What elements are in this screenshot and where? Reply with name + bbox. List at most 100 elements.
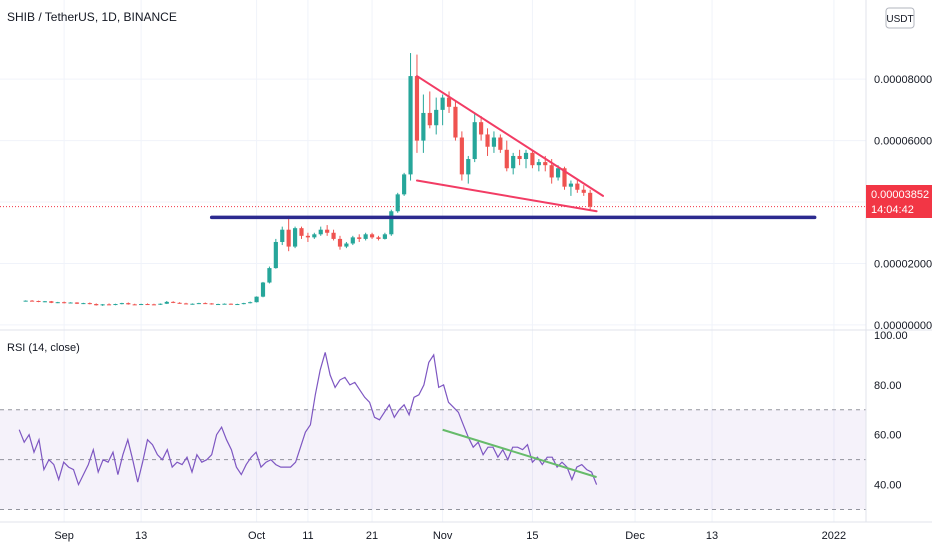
candle[interactable] bbox=[119, 302, 124, 305]
candle[interactable] bbox=[395, 192, 400, 213]
wedge-upper-line[interactable] bbox=[415, 75, 604, 197]
candle[interactable] bbox=[427, 91, 432, 129]
candle[interactable] bbox=[305, 232, 310, 242]
candle[interactable] bbox=[581, 185, 586, 196]
candle-body bbox=[216, 304, 221, 306]
candle[interactable] bbox=[517, 149, 522, 166]
candle[interactable] bbox=[222, 303, 227, 305]
candle[interactable] bbox=[216, 303, 221, 306]
candle[interactable] bbox=[68, 302, 73, 304]
candle[interactable] bbox=[132, 303, 137, 306]
candle[interactable] bbox=[81, 302, 86, 305]
candle[interactable] bbox=[523, 149, 529, 169]
candle[interactable] bbox=[183, 302, 189, 305]
candle[interactable] bbox=[286, 215, 291, 252]
candle[interactable] bbox=[363, 232, 368, 241]
candle[interactable] bbox=[588, 189, 593, 210]
candle[interactable] bbox=[235, 303, 240, 306]
candle[interactable] bbox=[421, 94, 426, 153]
time-tick-label: 21 bbox=[366, 530, 378, 542]
candle[interactable] bbox=[402, 172, 407, 196]
candle[interactable] bbox=[389, 209, 394, 236]
candle[interactable] bbox=[485, 128, 490, 156]
candle[interactable] bbox=[87, 302, 92, 305]
candle[interactable] bbox=[511, 152, 516, 175]
candle[interactable] bbox=[203, 302, 208, 305]
candle[interactable] bbox=[254, 296, 259, 303]
candle[interactable] bbox=[158, 303, 163, 305]
candle[interactable] bbox=[344, 241, 349, 249]
candle[interactable] bbox=[196, 302, 201, 305]
candle[interactable] bbox=[273, 238, 278, 269]
candle[interactable] bbox=[151, 303, 157, 306]
candle[interactable] bbox=[228, 303, 234, 305]
candle[interactable] bbox=[453, 100, 458, 141]
candle[interactable] bbox=[312, 232, 317, 239]
candle[interactable] bbox=[190, 303, 195, 305]
candle[interactable] bbox=[479, 116, 484, 141]
candle[interactable] bbox=[36, 300, 41, 303]
candle[interactable] bbox=[113, 303, 118, 306]
candle[interactable] bbox=[331, 229, 336, 241]
candle[interactable] bbox=[164, 300, 169, 305]
candle[interactable] bbox=[472, 112, 477, 163]
candle[interactable] bbox=[466, 155, 471, 184]
candle[interactable] bbox=[408, 53, 413, 181]
candle[interactable] bbox=[260, 281, 266, 298]
candle[interactable] bbox=[414, 54, 420, 153]
candle[interactable] bbox=[491, 131, 497, 153]
candle[interactable] bbox=[177, 302, 182, 304]
candle[interactable] bbox=[369, 232, 375, 239]
candle[interactable] bbox=[126, 302, 131, 305]
candle[interactable] bbox=[376, 235, 381, 241]
wedge-lower-line[interactable] bbox=[415, 179, 598, 213]
candle[interactable] bbox=[49, 300, 54, 304]
rsi-line[interactable] bbox=[18, 352, 598, 487]
candle[interactable] bbox=[325, 225, 330, 236]
candle[interactable] bbox=[55, 301, 60, 304]
candle[interactable] bbox=[106, 303, 112, 306]
candle[interactable] bbox=[139, 303, 144, 306]
rsi-series[interactable] bbox=[18, 352, 598, 487]
candle[interactable] bbox=[446, 91, 452, 113]
candle[interactable] bbox=[29, 300, 35, 302]
candle[interactable] bbox=[248, 301, 253, 304]
candle[interactable] bbox=[145, 303, 150, 306]
candle[interactable] bbox=[42, 300, 47, 303]
candle-body bbox=[369, 234, 375, 238]
candle[interactable] bbox=[504, 140, 509, 172]
chart-drawings[interactable] bbox=[209, 75, 817, 220]
candle[interactable] bbox=[337, 235, 343, 250]
candle[interactable] bbox=[575, 179, 580, 193]
candle[interactable] bbox=[530, 149, 535, 169]
candle[interactable] bbox=[440, 94, 445, 126]
candle[interactable] bbox=[267, 266, 272, 284]
candle[interactable] bbox=[94, 303, 99, 306]
candle[interactable] bbox=[536, 159, 541, 172]
candle-series[interactable] bbox=[23, 53, 593, 306]
candle[interactable] bbox=[292, 226, 298, 249]
candle[interactable] bbox=[209, 303, 214, 305]
candle[interactable] bbox=[434, 97, 439, 135]
candle[interactable] bbox=[382, 232, 387, 240]
candle[interactable] bbox=[74, 302, 80, 305]
rsi-trend-line[interactable] bbox=[442, 428, 597, 479]
candle[interactable] bbox=[318, 226, 323, 236]
candle-body bbox=[23, 300, 28, 302]
candle[interactable] bbox=[568, 180, 574, 196]
candle[interactable] bbox=[62, 301, 67, 304]
candle[interactable] bbox=[280, 226, 285, 246]
candle[interactable] bbox=[23, 300, 28, 302]
candle[interactable] bbox=[350, 235, 355, 246]
candle[interactable] bbox=[171, 301, 176, 304]
candle[interactable] bbox=[498, 134, 503, 153]
candle[interactable] bbox=[459, 131, 464, 181]
symbol-title[interactable]: SHIB / TetherUS, 1D, BINANCE bbox=[7, 10, 177, 24]
candle-body bbox=[517, 155, 522, 160]
candle[interactable] bbox=[357, 234, 362, 242]
candle[interactable] bbox=[299, 226, 304, 239]
candle[interactable] bbox=[100, 304, 105, 306]
candle[interactable] bbox=[241, 302, 246, 305]
currency-button[interactable]: USDT bbox=[885, 7, 915, 29]
